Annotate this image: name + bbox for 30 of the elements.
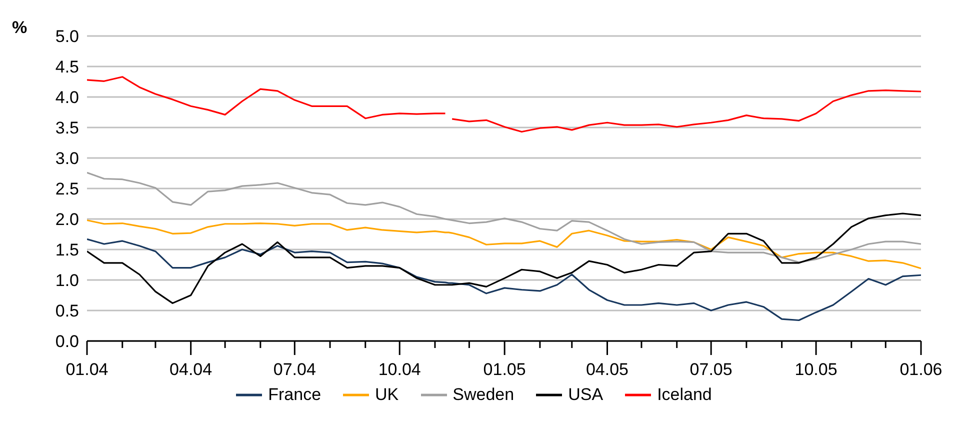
y-tick-label: 3.5: [55, 118, 79, 138]
x-tick-label: 10.04: [378, 360, 421, 379]
legend-label: UK: [375, 385, 399, 405]
y-tick-label: 1.5: [55, 240, 79, 260]
line-series: [87, 172, 921, 264]
y-tick-label: 1.0: [55, 271, 79, 290]
legend-label: Sweden: [452, 385, 514, 405]
y-tick-label: 2.0: [55, 210, 79, 230]
x-tick-label: 01.05: [483, 360, 526, 379]
y-tick-label: 0.5: [55, 302, 79, 321]
x-tick-label: 07.05: [690, 360, 732, 379]
x-tick-label: 01.06: [900, 360, 942, 379]
line-series: [87, 219, 921, 270]
line-series: [87, 238, 921, 322]
legend-label: France: [268, 385, 322, 405]
y-tick-label: 5.0: [55, 27, 79, 46]
line-series: [87, 212, 921, 304]
x-tick-label: 10.05: [794, 360, 838, 379]
y-tick-label: 0.0: [55, 332, 79, 352]
y-axis-title: %: [12, 18, 28, 38]
y-tick-label: 4.0: [55, 88, 79, 108]
x-tick-label: 01.04: [66, 360, 108, 379]
legend-label: USA: [568, 385, 604, 405]
legend-label: Iceland: [657, 385, 712, 405]
y-tick-label: 3.0: [55, 149, 79, 168]
x-tick-label: 04.04: [170, 360, 212, 379]
y-tick-label: 4.5: [55, 58, 79, 77]
x-tick-label: 07.04: [273, 360, 316, 379]
x-tick-label: 04.05: [586, 360, 629, 379]
y-tick-label: 2.5: [55, 180, 79, 199]
